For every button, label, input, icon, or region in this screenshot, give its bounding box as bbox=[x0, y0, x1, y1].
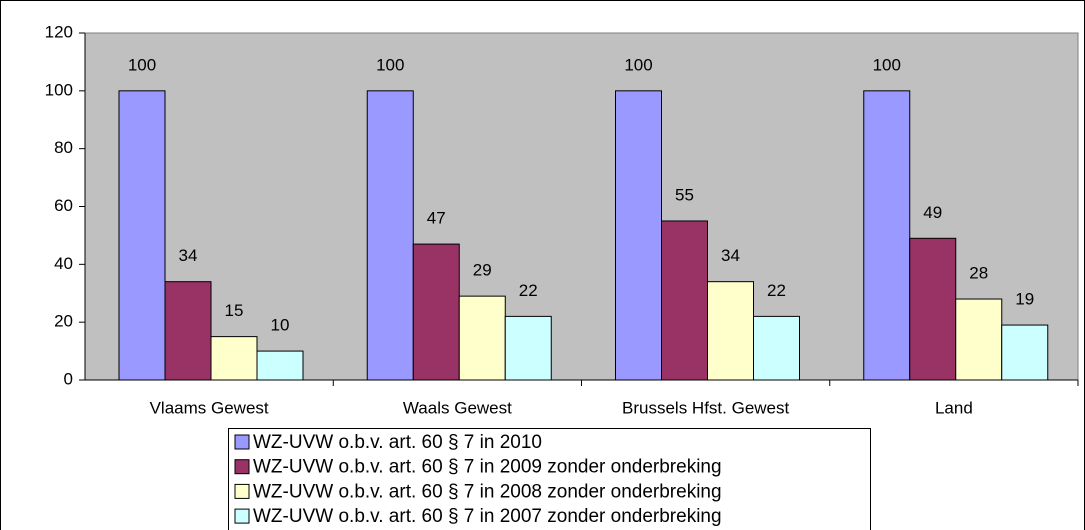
y-tick-label: 0 bbox=[64, 369, 73, 388]
data-label: 100 bbox=[376, 55, 404, 74]
bar bbox=[164, 281, 212, 381]
bar bbox=[504, 315, 552, 381]
bar bbox=[661, 220, 708, 381]
bar bbox=[366, 90, 414, 381]
y-tick-label: 60 bbox=[54, 196, 73, 215]
data-label: 19 bbox=[1015, 290, 1034, 309]
legend-swatch bbox=[234, 434, 250, 450]
x-tick-label: Land bbox=[935, 398, 973, 417]
y-tick-label: 120 bbox=[45, 22, 73, 41]
bar bbox=[256, 350, 304, 381]
bar bbox=[753, 315, 800, 381]
legend-swatch bbox=[234, 483, 250, 499]
bar bbox=[458, 295, 506, 381]
legend-label: WZ-UVW o.b.v. art. 60 § 7 in 2007 zonder… bbox=[253, 506, 722, 527]
data-label: 22 bbox=[519, 281, 538, 300]
legend-swatch bbox=[234, 508, 250, 524]
x-tick-label: Vlaams Gewest bbox=[150, 398, 269, 417]
bar bbox=[210, 336, 258, 381]
data-label: 49 bbox=[923, 203, 942, 222]
legend-label: WZ-UVW o.b.v. art. 60 § 7 in 2008 zonder… bbox=[253, 481, 722, 502]
bar bbox=[1001, 324, 1049, 381]
data-label: 34 bbox=[721, 246, 740, 265]
data-label: 15 bbox=[225, 301, 244, 320]
bar bbox=[863, 90, 911, 381]
x-tick-label: Waals Gewest bbox=[403, 398, 512, 417]
data-label: 29 bbox=[473, 261, 492, 280]
bar bbox=[707, 281, 754, 381]
legend-box bbox=[228, 428, 871, 530]
bar bbox=[909, 237, 957, 381]
data-label: 28 bbox=[969, 264, 988, 283]
y-tick-label: 80 bbox=[54, 138, 73, 157]
data-label: 55 bbox=[675, 185, 694, 204]
bar bbox=[118, 90, 166, 381]
y-tick-label: 20 bbox=[54, 312, 73, 331]
y-tick-label: 40 bbox=[54, 254, 73, 273]
data-label: 10 bbox=[271, 316, 290, 335]
legend-swatch bbox=[234, 459, 250, 475]
data-label: 22 bbox=[767, 281, 786, 300]
bar bbox=[955, 298, 1003, 381]
x-tick-label: Brussels Hfst. Gewest bbox=[622, 398, 789, 417]
data-label: 100 bbox=[128, 55, 156, 74]
bar bbox=[412, 243, 460, 381]
data-label: 100 bbox=[873, 55, 901, 74]
y-tick-label: 100 bbox=[45, 80, 73, 99]
data-label: 47 bbox=[427, 209, 446, 228]
legend-label: WZ-UVW o.b.v. art. 60 § 7 in 2009 zonder… bbox=[253, 457, 722, 478]
data-label: 100 bbox=[624, 55, 652, 74]
bar bbox=[615, 90, 662, 381]
data-label: 34 bbox=[179, 246, 198, 265]
legend-label: WZ-UVW o.b.v. art. 60 § 7 in 2010 bbox=[253, 432, 542, 453]
